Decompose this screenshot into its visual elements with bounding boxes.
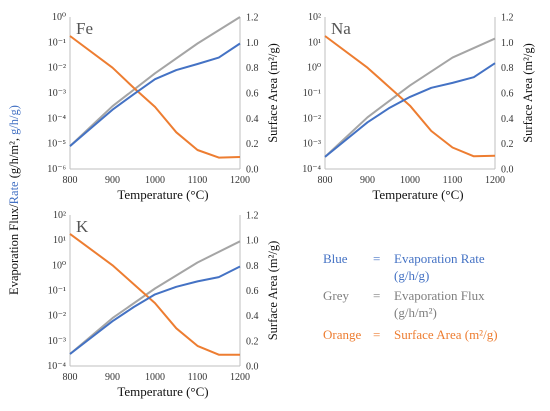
legend-desc-unit: (g/h/m²) xyxy=(394,305,437,320)
series-line-orange xyxy=(69,233,240,356)
y-tick-label: 10⁰ xyxy=(52,12,66,23)
y2-tick-label: 1.2 xyxy=(501,13,514,24)
x-axis-title: Temperature (°C) xyxy=(117,187,208,202)
x-axis-title: Temperature (°C) xyxy=(372,187,463,202)
legend-name: Orange xyxy=(323,327,362,342)
y-tick-label: 10² xyxy=(308,12,321,23)
x-tick-label: 800 xyxy=(63,175,78,186)
panel-title: Fe xyxy=(76,19,93,38)
y-tick-label: 10⁻¹ xyxy=(303,88,321,99)
series-line-grey xyxy=(69,16,241,147)
y-tick-label: 10¹ xyxy=(53,235,66,246)
x-tick-label: 1000 xyxy=(145,372,165,383)
y-tick-label: 10⁻³ xyxy=(303,139,321,150)
legend-eq: = xyxy=(373,327,381,342)
y2-tick-label: 1.0 xyxy=(501,38,514,49)
y-tick-label: 10⁻¹ xyxy=(48,286,66,297)
chart-panel-k: 10⁻⁴ 10⁻³ 10⁻² 10⁻¹ 10⁰ 10¹ 10² 0.0 0.2 0.4 0.6 0.8… xyxy=(47,210,280,399)
y2-tick-label: 1.0 xyxy=(246,236,259,247)
y2-tick-label: 1.0 xyxy=(246,38,259,49)
y-tick-label: 10⁻⁴ xyxy=(47,113,66,124)
y2-tick-label: 0.6 xyxy=(246,286,259,297)
y2-tick-label: 1.2 xyxy=(246,13,259,24)
y2-tick-label: 0.4 xyxy=(246,114,259,125)
y-tick-label: 10⁰ xyxy=(307,63,321,74)
legend-desc: Surface Area (m²/g) xyxy=(394,327,498,342)
series-line-grey xyxy=(69,240,241,355)
y2-tick-label: 0.6 xyxy=(501,89,514,100)
series-line-orange xyxy=(324,35,496,158)
y-tick-label: 10⁻² xyxy=(48,311,66,322)
y2-tick-label: 1.2 xyxy=(246,211,259,222)
y-tick-label: 10⁻³ xyxy=(48,336,66,347)
x-tick-label: 800 xyxy=(63,372,78,383)
legend-eq: = xyxy=(373,288,381,303)
x-axis-title: Temperature (°C) xyxy=(117,384,208,399)
legend-desc: Evaporation Rate xyxy=(394,251,485,266)
y2-tick-label: 0.8 xyxy=(501,63,514,74)
y-tick-label: 10¹ xyxy=(308,37,321,48)
y-tick-label: 10⁰ xyxy=(52,260,66,271)
y-tick-label: 10² xyxy=(53,210,66,221)
y-tick-label: 10⁻² xyxy=(48,63,66,74)
series-line-blue xyxy=(324,62,496,158)
series-line-orange xyxy=(69,35,241,159)
x-tick-label: 1100 xyxy=(188,372,208,383)
y2-tick-label: 0.2 xyxy=(501,139,514,150)
y2-tick-label: 0.4 xyxy=(246,311,259,322)
legend-desc: Evaporation Flux xyxy=(394,288,485,303)
y2-tick-label: 0.4 xyxy=(501,114,514,125)
y-tick-label: 10⁻⁵ xyxy=(47,139,66,150)
y-tick-label: 10⁻² xyxy=(303,113,321,124)
y-tick-label: 10⁻⁴ xyxy=(302,164,321,175)
x-tick-label: 900 xyxy=(360,175,375,186)
x-tick-label: 1000 xyxy=(400,175,420,186)
y2-tick-label: 0.2 xyxy=(246,139,259,150)
y2-tick-label: 0.8 xyxy=(246,63,259,74)
x-tick-label: 1000 xyxy=(145,175,165,186)
y2-axis-title: Surface Area (m²/g) xyxy=(521,43,535,143)
series-line-blue xyxy=(69,42,241,147)
y2-tick-label: 0.2 xyxy=(246,336,259,347)
panel-title: Na xyxy=(331,19,351,38)
y2-tick-label: 0.0 xyxy=(501,165,514,176)
y-tick-label: 10⁻¹ xyxy=(48,37,66,48)
x-tick-label: 800 xyxy=(318,175,333,186)
legend: Blue = Evaporation Rate (g/h/g) Grey = E… xyxy=(323,251,548,361)
series-line-blue xyxy=(69,265,241,355)
y-tick-label: 10⁻⁶ xyxy=(47,164,66,175)
y2-tick-label: 0.0 xyxy=(246,362,259,373)
series-line-grey xyxy=(324,37,496,158)
legend-desc-unit: (g/h/g) xyxy=(394,268,430,283)
y-tick-label: 10⁻⁴ xyxy=(47,361,66,372)
legend-eq: = xyxy=(373,251,381,266)
x-tick-label: 1100 xyxy=(188,175,208,186)
chart-panel-fe: 10⁻⁶ 10⁻⁵ 10⁻⁴ 10⁻³ 10⁻² 10⁻¹ 10⁰ 0.0 0.2 0.4 0.6 0… xyxy=(47,12,280,202)
y2-tick-label: 0.8 xyxy=(246,261,259,272)
y2-tick-label: 0.0 xyxy=(246,165,259,176)
chart-panel-na: 10⁻⁴ 10⁻³ 10⁻² 10⁻¹ 10⁰ 10¹ 10² 0.0 0.2 0.4 0.6 0.8… xyxy=(302,12,535,202)
legend-name: Grey xyxy=(323,288,349,303)
y-tick-label: 10⁻³ xyxy=(48,88,66,99)
shared-y-axis-title: Evaporation Flux/Rate (g/h/m², g/h/g) xyxy=(7,105,21,295)
x-tick-label: 1200 xyxy=(230,372,250,383)
x-tick-label: 900 xyxy=(105,372,120,383)
x-tick-label: 1200 xyxy=(230,175,250,186)
y2-axis-title: Surface Area (m²/g) xyxy=(266,241,280,341)
y2-axis-title: Surface Area (m²/g) xyxy=(266,43,280,143)
x-tick-label: 1200 xyxy=(485,175,505,186)
x-tick-label: 1100 xyxy=(443,175,463,186)
panel-title: K xyxy=(76,217,89,236)
y2-tick-label: 0.6 xyxy=(246,89,259,100)
legend-name: Blue xyxy=(323,251,348,266)
x-tick-label: 900 xyxy=(105,175,120,186)
